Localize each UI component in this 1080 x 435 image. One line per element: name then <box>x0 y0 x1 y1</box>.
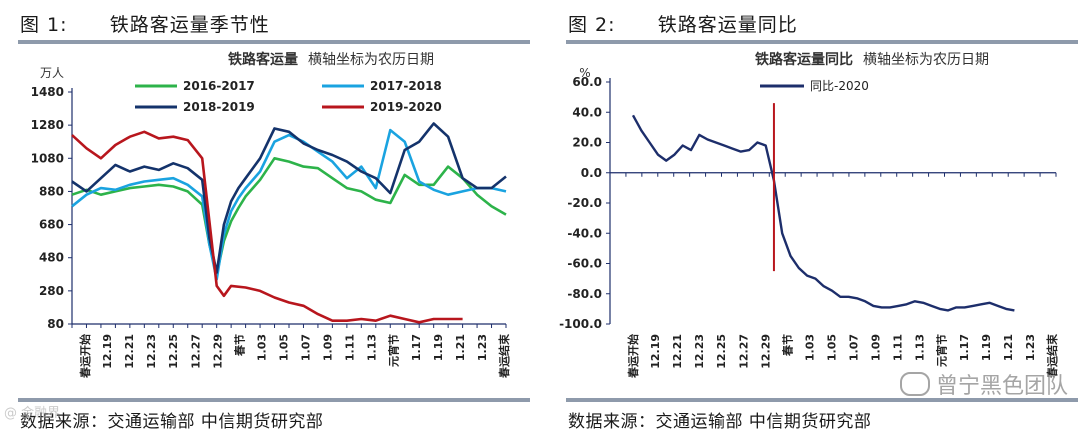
wechat-icon <box>899 372 930 396</box>
y-axis-unit: % <box>579 66 590 80</box>
legend-label: 2017-2018 <box>370 79 442 93</box>
x-tick-label: 1.17 <box>958 334 971 361</box>
x-tick-label: 1.03 <box>255 334 268 361</box>
chart-subtitle: 横轴坐标为农历日期 <box>308 52 434 68</box>
y-tick-label: 680 <box>39 218 64 232</box>
x-tick-label: 1.19 <box>432 334 445 361</box>
x-tick-label: 春运开始 <box>626 334 640 378</box>
y-tick-label: 20.0 <box>572 136 602 150</box>
series-line-2019-2020 <box>71 130 463 324</box>
x-tick-label: 12.21 <box>123 334 136 369</box>
x-tick-label: 元宵节 <box>935 334 949 367</box>
x-tick-label: 春运开始 <box>78 334 92 378</box>
series-line-2018-2019 <box>71 122 507 274</box>
figure-2-title: 图 2: 铁路客运量同比 <box>568 14 798 36</box>
series-line-yoy-2020 <box>631 114 1015 312</box>
x-tick-label: 12.19 <box>649 334 662 369</box>
x-tick-label: 12.25 <box>167 334 180 369</box>
y-tick-label: -60.0 <box>567 257 602 271</box>
series-line-2017-2018 <box>71 128 507 281</box>
legend-label: 2018-2019 <box>183 100 255 114</box>
y-tick-label: -40.0 <box>567 226 602 240</box>
figure-1-source: 数据来源：交通运输部 中信期货研究部 <box>20 412 324 432</box>
figure-1-top-rule <box>18 40 530 44</box>
y-tick-label: 1080 <box>31 151 64 165</box>
x-tick-label: 12.29 <box>759 334 772 369</box>
x-tick-label: 1.09 <box>322 334 335 361</box>
x-tick-label: 12.27 <box>737 334 750 369</box>
x-tick-label: 1.05 <box>825 334 838 361</box>
watermark-text: 曾宁黑色团队 <box>935 374 1068 399</box>
x-tick-label: 1.11 <box>344 334 357 361</box>
x-tick-label: 1.19 <box>980 334 993 361</box>
x-tick-label: 12.23 <box>693 334 706 369</box>
legend-label: 2019-2020 <box>370 100 442 114</box>
legend-label: 2016-2017 <box>183 79 255 93</box>
y-tick-label: -100.0 <box>559 317 602 331</box>
x-tick-label: 1.23 <box>476 334 489 361</box>
y-tick-label: 880 <box>39 184 64 198</box>
y-tick-label: 1480 <box>31 85 64 99</box>
chart-title: 铁路客运量同比 <box>755 51 853 68</box>
y-tick-label: 80 <box>47 317 64 331</box>
wechat-watermark: 曾宁黑色团队 <box>899 368 1068 400</box>
chart-subtitle: 横轴坐标为农历日期 <box>863 52 989 68</box>
figure-2-panel: 图 2: 铁路客运量同比 铁路客运量同比 横轴坐标为农历日期% -100.0 -80.… <box>548 0 1080 435</box>
x-tick-label: 1.07 <box>848 334 861 361</box>
figure-1-title: 图 1: 铁路客运量季节性 <box>20 14 270 36</box>
x-tick-label: 12.21 <box>671 334 684 369</box>
x-tick-label: 12.27 <box>189 334 202 369</box>
y-tick-label: 0.0 <box>581 166 602 180</box>
x-tick-label: 1.23 <box>1024 334 1037 361</box>
y-axis-unit: 万人 <box>40 66 64 80</box>
figure-2-source: 数据来源：交通运输部 中信期货研究部 <box>568 412 872 432</box>
left-watermark: @ 金融界 <box>4 406 61 421</box>
x-tick-label: 12.29 <box>211 334 224 369</box>
x-tick-label: 1.17 <box>410 334 423 361</box>
x-tick-label: 1.11 <box>892 334 905 361</box>
series-line-2016-2017 <box>71 157 507 276</box>
chart-title: 铁路客运量 <box>228 51 298 68</box>
x-tick-label: 春运结束 <box>1045 333 1059 378</box>
figure-2-top-rule <box>566 40 1078 44</box>
x-tick-label: 元宵节 <box>387 334 401 367</box>
x-tick-label: 春节 <box>232 334 246 356</box>
figure-1-panel: 图 1: 铁路客运量季节性 铁路客运量 横轴坐标为农历日期万人 80 280 480 68… <box>18 14 530 432</box>
x-tick-label: 12.19 <box>101 334 114 369</box>
legend-label: 同比-2020 <box>810 79 869 93</box>
x-tick-label: 1.09 <box>870 334 883 361</box>
chart-2: 铁路客运量同比 横轴坐标为农历日期% -100.0 -80.0 -60.0 -40.0 -2… <box>559 51 1059 378</box>
y-tick-label: 60.0 <box>572 75 602 89</box>
x-tick-label: 1.03 <box>803 334 816 361</box>
x-tick-label: 1.13 <box>366 334 379 361</box>
y-tick-label: 480 <box>39 251 64 265</box>
y-tick-label: 40.0 <box>572 105 602 119</box>
x-tick-label: 12.25 <box>715 334 728 369</box>
y-tick-label: 280 <box>39 284 64 298</box>
x-tick-label: 春节 <box>780 334 794 356</box>
x-tick-label: 1.07 <box>300 334 313 361</box>
y-tick-label: -80.0 <box>567 287 602 301</box>
y-tick-label: -20.0 <box>567 196 602 210</box>
x-tick-label: 1.21 <box>1002 334 1015 361</box>
x-tick-label: 12.23 <box>145 334 158 369</box>
figure-1-bottom-rule <box>18 398 530 402</box>
y-tick-label: 1280 <box>31 118 64 132</box>
x-tick-label: 1.13 <box>914 334 927 361</box>
x-tick-label: 1.05 <box>277 334 290 361</box>
figure-2-bottom-rule <box>566 398 1078 402</box>
x-tick-label: 春运结束 <box>497 333 511 378</box>
x-tick-label: 1.21 <box>454 334 467 361</box>
